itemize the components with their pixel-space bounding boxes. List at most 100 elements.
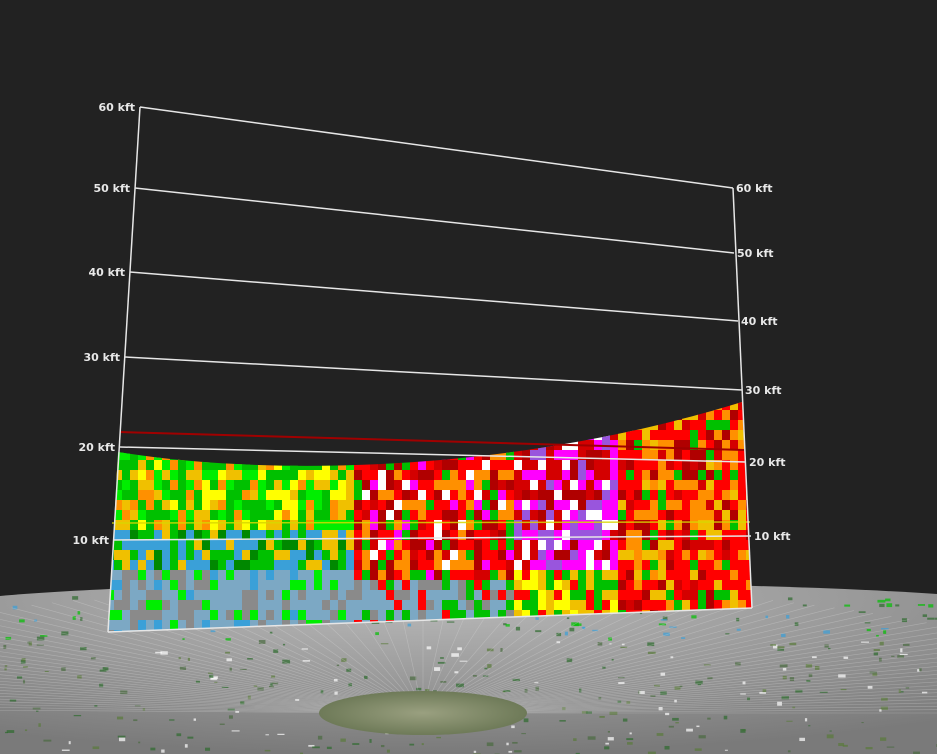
reflectivity-cell [586, 540, 594, 550]
reflectivity-cell [570, 570, 578, 580]
reflectivity-cell [650, 540, 658, 550]
reflectivity-cell [290, 420, 298, 430]
reflectivity-cell [386, 600, 394, 610]
reflectivity-cell [498, 610, 506, 620]
altitude-label-right: 10 kft [754, 530, 791, 543]
reflectivity-cell [394, 560, 402, 570]
ground-pixel [787, 597, 793, 601]
reflectivity-cell [578, 402, 586, 410]
reflectivity-cell [338, 520, 346, 530]
reflectivity-cell [234, 402, 242, 410]
reflectivity-cell [450, 470, 458, 480]
reflectivity-cell [306, 402, 322, 410]
ground-pixel [617, 700, 622, 703]
reflectivity-cell [378, 510, 386, 520]
reflectivity-cell [154, 450, 162, 460]
ground-pixel [605, 742, 609, 745]
radar-site-icon [319, 691, 527, 735]
reflectivity-cell [282, 420, 298, 430]
reflectivity-cell [506, 590, 514, 600]
ground-pixel [675, 722, 679, 724]
reflectivity-cell [562, 490, 570, 500]
reflectivity-cell [466, 540, 474, 550]
reflectivity-cell [738, 530, 746, 540]
reflectivity-cell [162, 410, 170, 420]
ground-pixel [4, 665, 8, 667]
reflectivity-cell [690, 460, 698, 470]
reflectivity-cell [346, 490, 354, 500]
reflectivity-cell [186, 470, 194, 480]
reflectivity-cell [498, 420, 514, 430]
reflectivity-cell [634, 590, 642, 600]
reflectivity-cell [258, 490, 266, 500]
reflectivity-cell [738, 570, 746, 580]
reflectivity-cell [362, 490, 370, 500]
ground-pixel [861, 641, 870, 643]
reflectivity-cell [642, 410, 650, 420]
reflectivity-cell [458, 470, 466, 480]
reflectivity-cell [482, 510, 490, 520]
reflectivity-cell [346, 450, 354, 460]
reflectivity-cell [306, 420, 314, 430]
reflectivity-cell [258, 550, 266, 560]
reflectivity-cell [266, 550, 274, 560]
ground-pixel [326, 746, 332, 750]
ground-pixel [457, 647, 462, 651]
reflectivity-cell [434, 600, 442, 610]
ground-pixel [647, 642, 655, 647]
reflectivity-cell [650, 460, 658, 470]
reflectivity-cell [266, 490, 274, 500]
reflectivity-cell [122, 540, 130, 550]
ground-pixel [225, 651, 230, 654]
ground-pixel [512, 741, 518, 744]
ground-pixel [900, 691, 904, 693]
reflectivity-cell [570, 480, 578, 490]
reflectivity-cell [370, 450, 386, 460]
ground-pixel [626, 701, 631, 704]
ground-pixel [21, 658, 26, 661]
reflectivity-cell [634, 440, 642, 450]
ground-pixel [808, 673, 813, 678]
ground-pixel [581, 627, 585, 629]
reflectivity-cell [226, 500, 234, 510]
reflectivity-cell [714, 570, 722, 580]
reflectivity-cell [442, 590, 450, 600]
reflectivity-cell [274, 420, 290, 430]
reflectivity-cell [194, 470, 202, 480]
reflectivity-cell [586, 550, 594, 560]
reflectivity-cell [258, 520, 266, 530]
reflectivity-cell [554, 420, 570, 430]
reflectivity-cell [482, 570, 490, 580]
reflectivity-cell [426, 470, 434, 480]
reflectivity-cell [386, 410, 394, 420]
reflectivity-cell [690, 550, 698, 560]
ground-pixel [380, 744, 385, 748]
reflectivity-cell [650, 440, 658, 450]
reflectivity-cell [290, 560, 298, 570]
reflectivity-cell [114, 620, 122, 630]
reflectivity-cell [706, 570, 714, 580]
ground-pixel [3, 644, 7, 649]
ground-pixel [901, 618, 908, 623]
reflectivity-cell [258, 600, 266, 610]
ground-pixel [694, 748, 702, 751]
reflectivity-cell [682, 480, 690, 490]
reflectivity-cell [114, 510, 122, 520]
reflectivity-cell [474, 470, 482, 480]
reflectivity-cell [506, 600, 514, 610]
reflectivity-cell [530, 600, 538, 610]
reflectivity-cell [290, 550, 298, 560]
ground-pixel [264, 749, 271, 752]
reflectivity-cell [626, 560, 634, 570]
reflectivity-cell [610, 402, 618, 410]
ground-pixel [844, 604, 851, 607]
reflectivity-cell [754, 440, 762, 450]
reflectivity-cell [354, 550, 362, 560]
reflectivity-cell [554, 560, 562, 570]
ground-pixel [597, 642, 603, 646]
reflectivity-cell [514, 500, 522, 510]
reflectivity-cell [186, 580, 194, 590]
reflectivity-cell [130, 420, 138, 430]
